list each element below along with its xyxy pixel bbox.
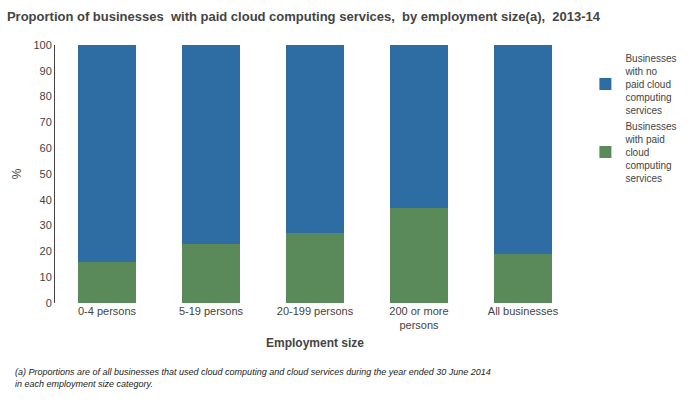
svg-text:50: 50 — [40, 168, 52, 180]
svg-text:5-19 persons: 5-19 persons — [179, 305, 244, 317]
svg-text:90: 90 — [40, 65, 52, 77]
svg-text:60: 60 — [40, 142, 52, 154]
svg-text:0: 0 — [46, 297, 52, 309]
svg-text:70: 70 — [40, 116, 52, 128]
svg-text:20: 20 — [40, 245, 52, 257]
svg-text:Proportion of businesses with: Proportion of businesses with paid cloud… — [7, 9, 601, 24]
svg-text:100: 100 — [33, 39, 51, 51]
svg-text:%: % — [10, 168, 24, 179]
svg-text:(a) Proportions are of all bus: (a) Proportions are of all businesses th… — [15, 367, 491, 389]
svg-text:All businesses: All businesses — [488, 305, 559, 317]
svg-text:0-4 persons: 0-4 persons — [78, 305, 137, 317]
svg-text:80: 80 — [40, 90, 52, 102]
svg-text:30: 30 — [40, 219, 52, 231]
svg-text:40: 40 — [40, 194, 52, 206]
svg-text:20-199 persons: 20-199 persons — [277, 305, 354, 317]
svg-text:Businesseswith paidcloudcomput: Businesseswith paidcloudcomputingservice… — [624, 121, 676, 184]
svg-text:Businesseswith nopaid cloudcom: Businesseswith nopaid cloudcomputingserv… — [624, 53, 676, 116]
svg-text:200 or morepersons: 200 or morepersons — [389, 305, 448, 331]
svg-text:10: 10 — [40, 271, 52, 283]
svg-text:Employment size: Employment size — [266, 336, 364, 350]
